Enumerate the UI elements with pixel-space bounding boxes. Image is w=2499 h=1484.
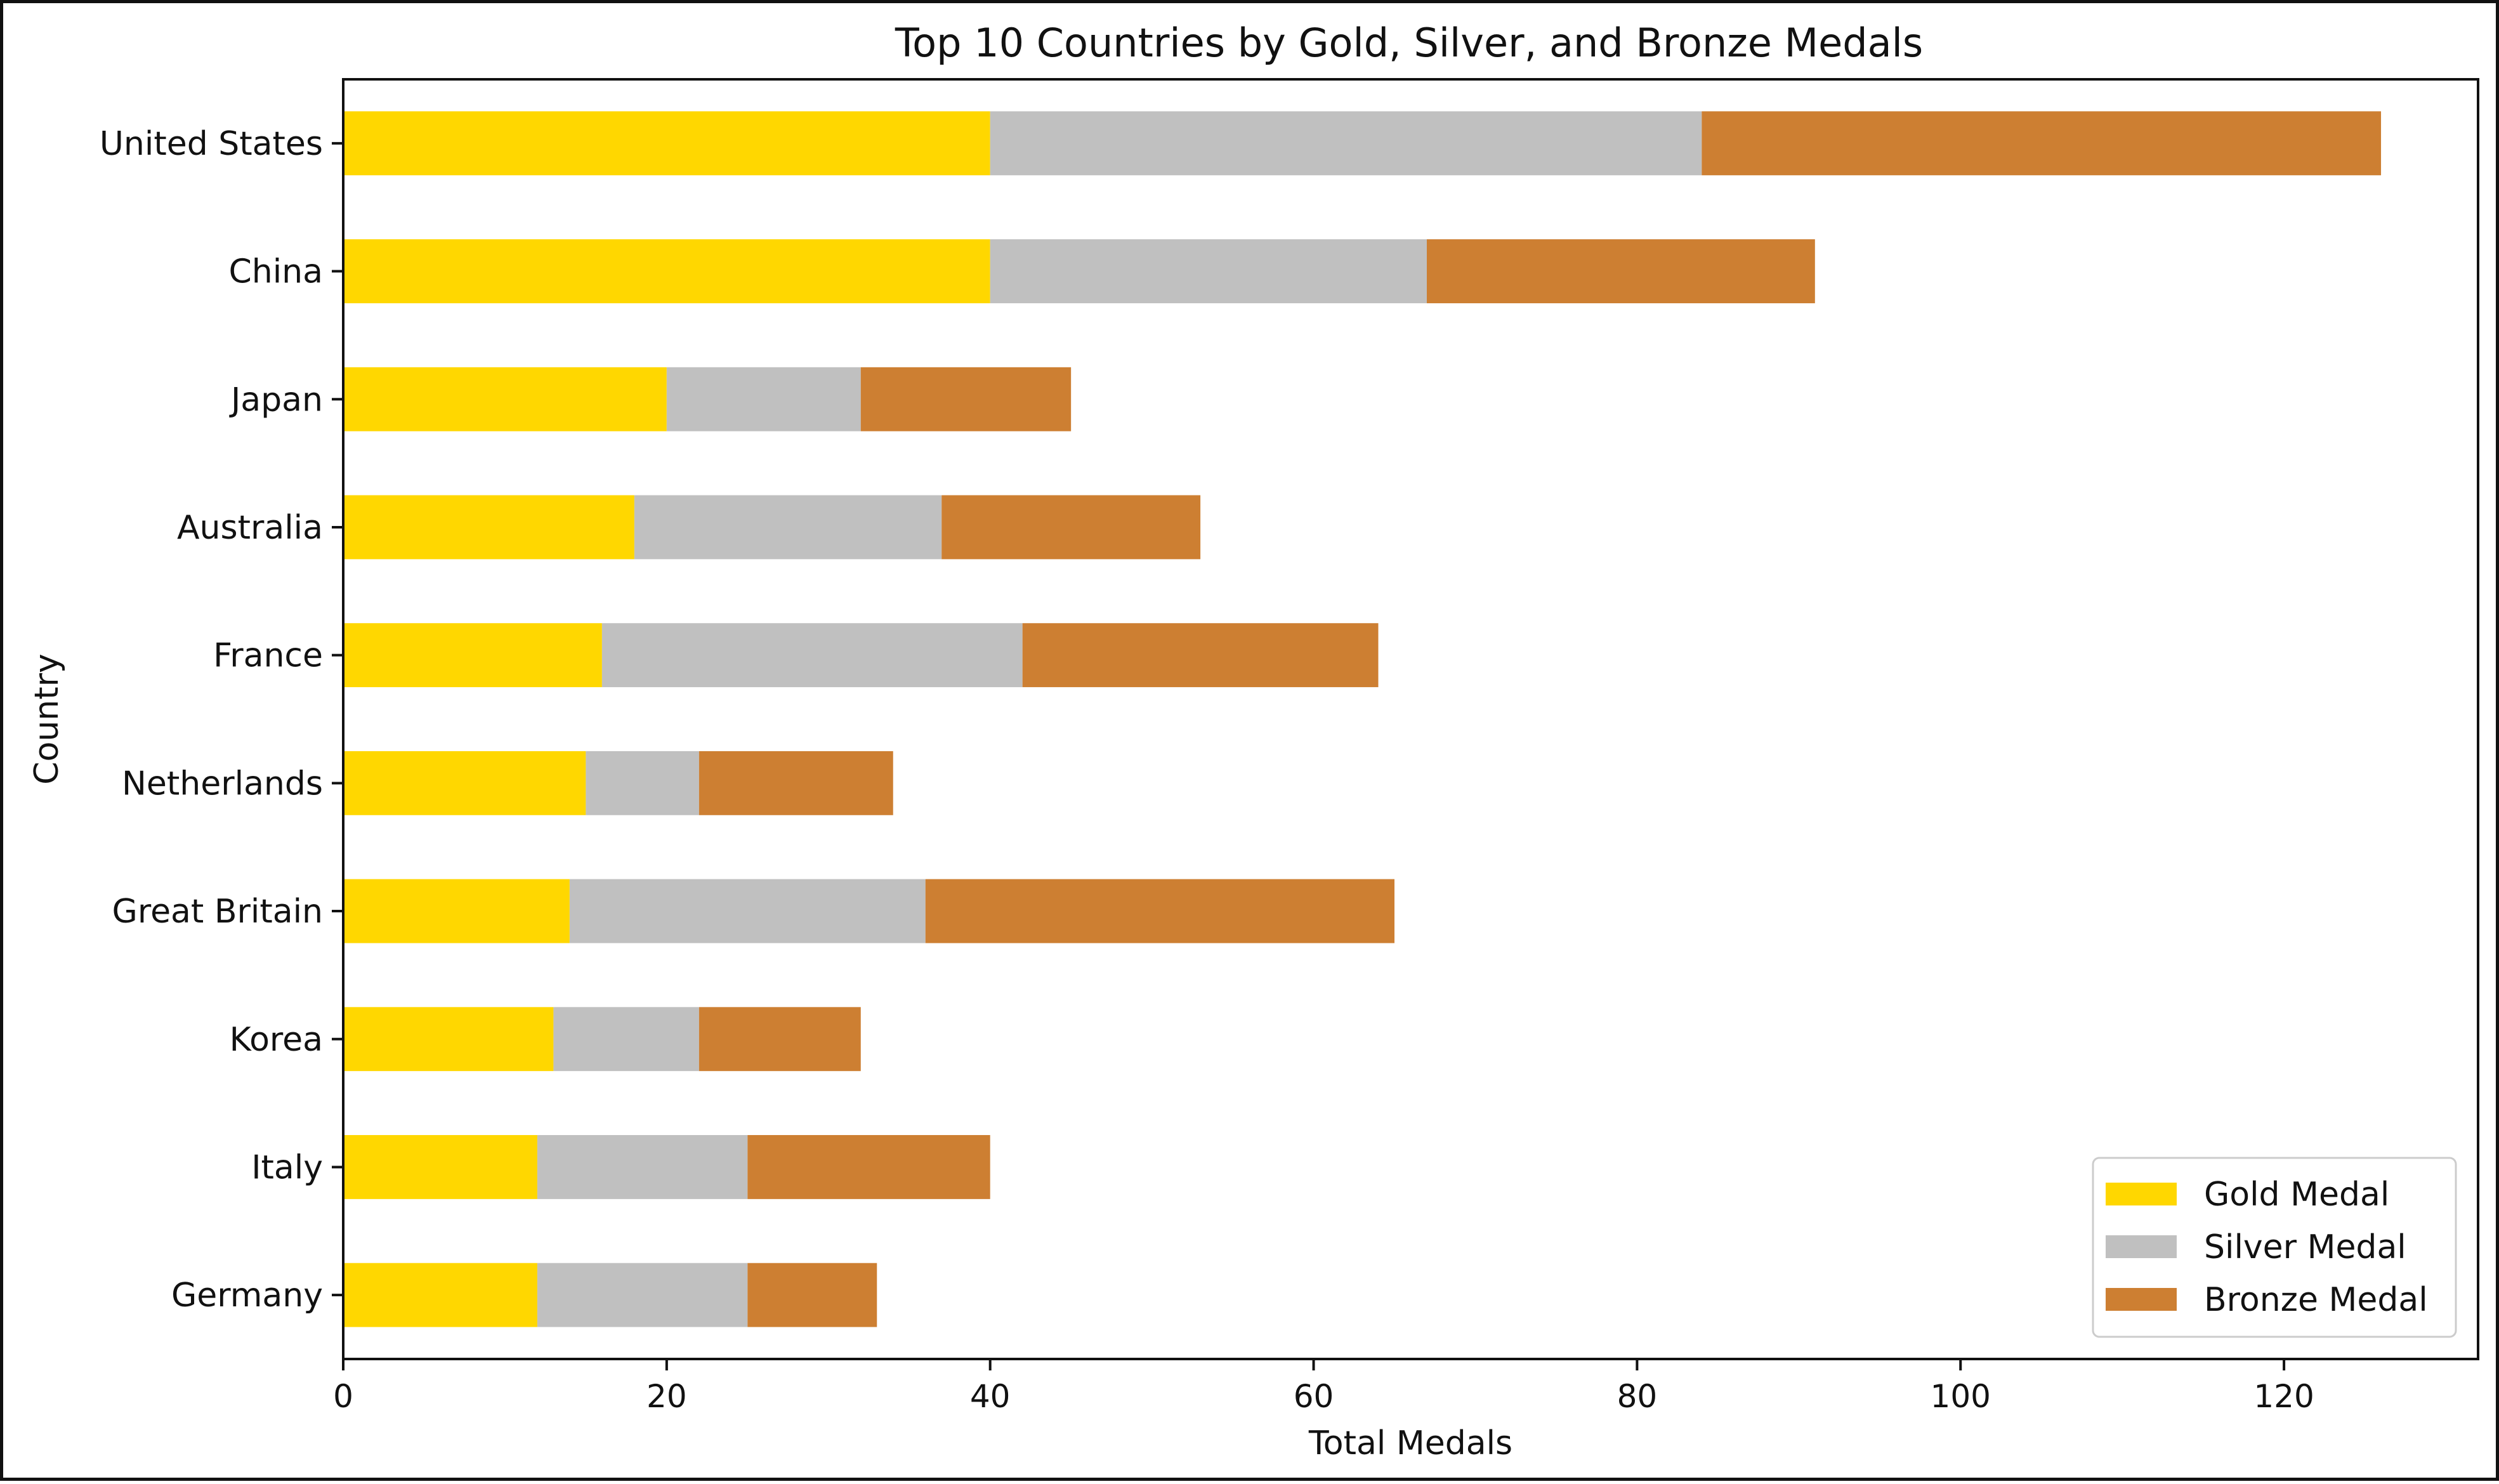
bar-silver-medal-united-states — [990, 111, 1702, 176]
bar-silver-medal-japan — [666, 367, 861, 431]
y-tick-label-australia: Australia — [177, 509, 323, 547]
bar-gold-medal-netherlands — [343, 751, 586, 815]
legend-box — [2092, 1157, 2457, 1338]
x-tick-label: 40 — [970, 1378, 1011, 1415]
stacked-bar-chart: Top 10 Countries by Gold, Silver, and Br… — [28, 20, 2479, 1462]
bar-silver-medal-france — [601, 623, 1023, 688]
legend-label-silver-medal: Silver Medal — [2204, 1228, 2406, 1266]
x-axis-label: Total Medals — [1308, 1424, 1512, 1462]
x-tick-label: 20 — [646, 1378, 687, 1415]
y-tick-label-italy: Italy — [251, 1148, 323, 1186]
bar-gold-medal-france — [343, 623, 602, 688]
bar-gold-medal-germany — [343, 1263, 537, 1327]
y-tick-label-japan: Japan — [229, 381, 323, 419]
bars-layer — [343, 111, 2382, 1327]
bar-gold-medal-united-states — [343, 111, 990, 176]
bar-gold-medal-italy — [343, 1135, 537, 1199]
y-axis-label: Country — [28, 653, 66, 785]
bar-bronze-medal-australia — [941, 495, 1201, 560]
bar-gold-medal-china — [343, 239, 990, 303]
bar-bronze-medal-italy — [747, 1135, 990, 1199]
bar-silver-medal-italy — [537, 1135, 748, 1199]
y-tick-label-great-britain: Great Britain — [112, 893, 323, 931]
x-tick-label: 0 — [333, 1378, 353, 1415]
bar-bronze-medal-china — [1426, 239, 1815, 303]
bar-gold-medal-great-britain — [343, 879, 570, 943]
bar-bronze-medal-united-states — [1702, 111, 2382, 176]
bar-silver-medal-great-britain — [569, 879, 926, 943]
bar-gold-medal-australia — [343, 495, 634, 560]
y-tick-label-china: China — [228, 253, 323, 291]
legend-label-gold-medal: Gold Medal — [2204, 1176, 2389, 1214]
x-tick-label: 100 — [1931, 1378, 1991, 1415]
x-tick-label: 120 — [2253, 1378, 2314, 1415]
bar-silver-medal-china — [990, 239, 1427, 303]
y-tick-label-germany: Germany — [171, 1277, 323, 1315]
bar-gold-medal-japan — [343, 367, 667, 431]
y-tick-label-netherlands: Netherlands — [122, 765, 323, 803]
legend-swatch-gold-medal — [2106, 1183, 2177, 1205]
bar-silver-medal-australia — [634, 495, 942, 560]
bar-bronze-medal-korea — [699, 1007, 861, 1072]
legend-label-bronze-medal: Bronze Medal — [2204, 1281, 2428, 1319]
axis-ticks: 0 20 40 60 80 100 120 United States China Japan Au… — [100, 125, 2314, 1415]
bar-bronze-medal-germany — [747, 1263, 877, 1327]
legend: Gold Medal Silver Medal Bronze Medal — [2092, 1157, 2457, 1338]
legend-swatch-bronze-medal — [2106, 1288, 2177, 1311]
legend-swatch-silver-medal — [2106, 1235, 2177, 1258]
y-tick-label-france: France — [213, 637, 323, 675]
bar-silver-medal-korea — [553, 1007, 699, 1072]
bar-bronze-medal-great-britain — [925, 879, 1395, 943]
x-tick-label: 60 — [1294, 1378, 1334, 1415]
y-tick-label-united-states: United States — [100, 125, 323, 163]
chart-title: Top 10 Countries by Gold, Silver, and Br… — [895, 20, 1923, 66]
bar-bronze-medal-france — [1022, 623, 1379, 688]
bar-silver-medal-germany — [537, 1263, 748, 1327]
x-tick-label: 80 — [1617, 1378, 1658, 1415]
bar-silver-medal-netherlands — [586, 751, 699, 815]
y-tick-label-korea: Korea — [230, 1021, 323, 1059]
plot-area-frame — [342, 78, 2479, 1360]
bar-bronze-medal-netherlands — [699, 751, 893, 815]
bar-gold-medal-korea — [343, 1007, 554, 1072]
bar-bronze-medal-japan — [860, 367, 1072, 431]
